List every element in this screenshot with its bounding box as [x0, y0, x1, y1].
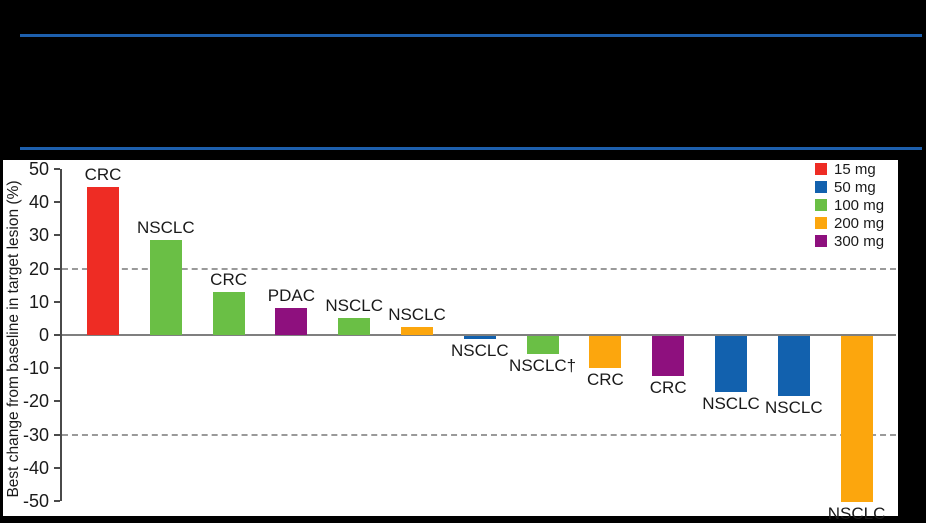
- chart-bar: [275, 308, 308, 335]
- bar-label: NSCLC: [827, 504, 886, 523]
- y-tick: [54, 367, 60, 370]
- chart-bar: [652, 336, 685, 376]
- y-tick: [54, 433, 60, 436]
- legend-swatch-icon: [815, 163, 827, 175]
- chart-bar: [526, 336, 559, 355]
- bar-label: NSCLC: [764, 397, 823, 417]
- zero-baseline: [62, 334, 896, 336]
- y-tick-label: -20: [22, 391, 49, 412]
- header-redacted: [0, 0, 926, 160]
- y-tick-label: 0: [38, 325, 49, 345]
- chart-bar: [401, 326, 433, 335]
- legend-label: 200 mg: [834, 215, 885, 232]
- bar-label: NSCLC: [702, 394, 760, 414]
- y-tick: [54, 201, 60, 204]
- y-axis-line: [60, 169, 62, 501]
- chart-bar: [212, 291, 245, 335]
- y-tick-label: -50: [22, 491, 49, 511]
- bar-label: CRC: [586, 369, 624, 389]
- header-bottom-rule: [20, 147, 922, 150]
- y-tick-label: -30: [22, 424, 49, 445]
- plot-area: 50 40 30 20 10 0 -10 -20 -30 -40 -50 CRC NSCLC CRC PDA…: [3, 159, 898, 523]
- chart-bar: [338, 318, 371, 335]
- bar-label: NSCLC: [450, 341, 509, 361]
- y-tick-label: 30: [28, 225, 49, 246]
- chart-bar: [589, 336, 622, 368]
- y-tick: [54, 234, 60, 237]
- legend-label: 50 mg: [834, 179, 876, 196]
- legend-label: 15 mg: [834, 161, 876, 178]
- y-tick: [54, 300, 60, 303]
- header-top-rule: [20, 34, 922, 37]
- waterfall-chart: Best change from baseline in target lesi…: [3, 159, 898, 523]
- chart-bar: [149, 240, 182, 335]
- y-tick: [54, 334, 60, 336]
- chart-bar: [715, 336, 747, 393]
- reference-line: [62, 433, 896, 436]
- legend-label: 100 mg: [834, 197, 885, 214]
- chart-bar: [777, 336, 810, 396]
- y-tick-label: -40: [22, 457, 49, 478]
- chart-bar: [840, 336, 873, 502]
- legend-swatch-icon: [815, 181, 827, 193]
- bar-label: NSCLC: [388, 304, 446, 324]
- bar-label: CRC: [84, 165, 122, 185]
- y-tick-label: -10: [22, 358, 49, 379]
- legend-swatch-icon: [815, 235, 827, 247]
- bar-label: NSCLC†: [509, 356, 577, 376]
- bar-label: NSCLC: [136, 218, 195, 238]
- bar-label: CRC: [649, 377, 687, 397]
- y-tick: [54, 500, 60, 502]
- y-tick-label: 50: [28, 159, 49, 179]
- y-tick-label: 10: [28, 291, 49, 312]
- reference-line: [62, 267, 896, 270]
- legend-swatch-icon: [815, 217, 827, 229]
- bar-label: PDAC: [267, 286, 315, 306]
- y-tick-label: 40: [28, 192, 49, 213]
- y-tick: [54, 267, 60, 270]
- y-tick: [54, 168, 60, 170]
- legend-swatch-icon: [815, 199, 827, 211]
- bar-label: NSCLC: [325, 296, 383, 316]
- legend-label: 300 mg: [834, 233, 885, 250]
- bar-label: CRC: [210, 269, 248, 289]
- y-tick: [54, 400, 60, 403]
- chart-bar: [87, 187, 119, 335]
- y-tick-label: 20: [28, 258, 49, 279]
- chart-bar: [463, 336, 496, 340]
- y-tick: [54, 466, 60, 469]
